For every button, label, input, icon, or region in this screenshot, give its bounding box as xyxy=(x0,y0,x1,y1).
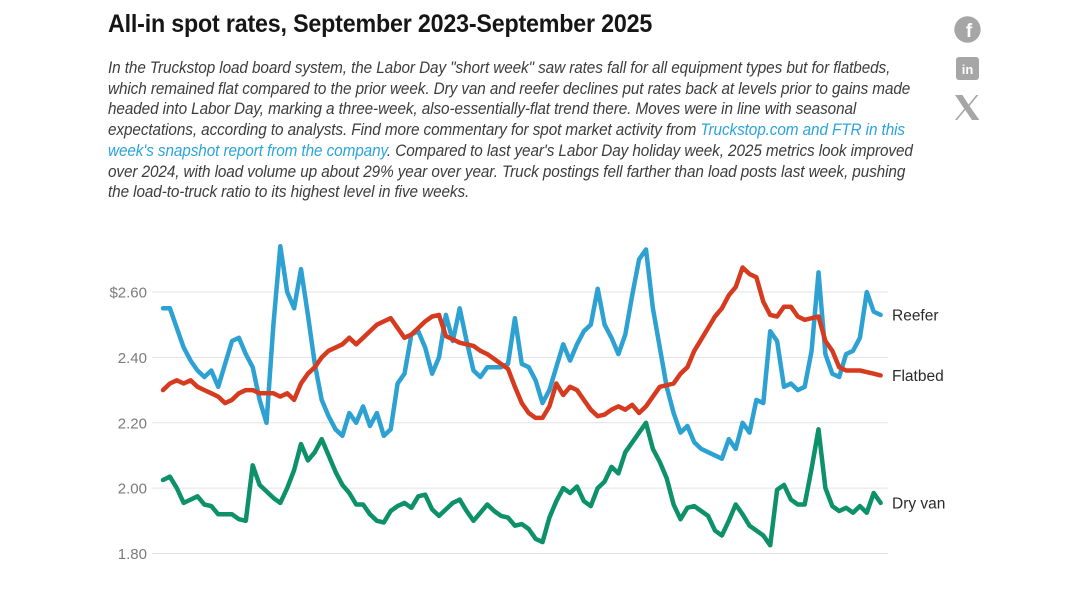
y-axis-tick-label: 2.20 xyxy=(118,415,147,432)
spot-rates-chart: $2.60 2.40 2.20 2.00 1.80 Reefer Flatbed Dry va… xyxy=(0,240,1087,584)
dry-van-series-label: Dry van xyxy=(892,495,945,512)
facebook-glyph: f xyxy=(966,21,973,42)
description-text-after-link: . Compared to last year's Labor Day holi… xyxy=(108,140,913,202)
reefer-series-label: Reefer xyxy=(892,307,939,324)
chart-canvas: $2.60 2.40 2.20 2.00 1.80 Reefer Flatbed Dry va… xyxy=(109,243,945,563)
y-axis-tick-label: $2.60 xyxy=(109,285,147,302)
linkedin-icon: in xyxy=(956,57,979,80)
y-axis-tick-label: 1.80 xyxy=(118,546,147,563)
snapshot-report-link[interactable]: Truckstop.com and FTR in this week's sna… xyxy=(108,120,906,160)
flatbed-series-label: Flatbed xyxy=(892,368,944,385)
description-text-before-link: In the Truckstop load board system, the … xyxy=(108,58,911,140)
flatbed-line xyxy=(160,265,883,421)
y-axis-tick-label: 2.40 xyxy=(118,350,147,367)
share-buttons: f in xyxy=(954,16,981,120)
facebook-icon: f xyxy=(954,16,981,43)
x-icon xyxy=(955,95,980,120)
article-description: In the Truckstop load board system, the … xyxy=(108,58,929,203)
reefer-line xyxy=(160,243,883,461)
dry-van-line xyxy=(160,420,883,548)
linkedin-glyph: in xyxy=(962,62,974,77)
facebook-share-button[interactable]: f xyxy=(954,16,981,43)
x-share-button[interactable] xyxy=(955,95,980,120)
y-axis-tick-label: 2.00 xyxy=(118,481,147,498)
linkedin-share-button[interactable]: in xyxy=(956,57,979,80)
page-title: All-in spot rates, September 2023-Septem… xyxy=(108,10,653,38)
